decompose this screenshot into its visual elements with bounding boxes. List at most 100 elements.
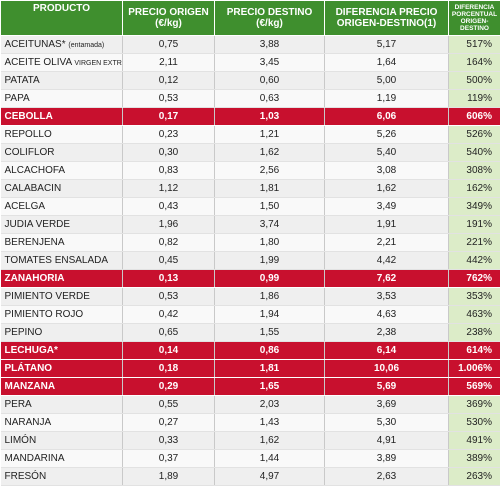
product-name-cell: COLIFLOR xyxy=(1,144,123,162)
product-name: REPOLLO xyxy=(5,129,52,140)
diferencia-porcentual-cell: 1.006% xyxy=(449,360,500,378)
precio-destino-cell: 1,81 xyxy=(215,360,325,378)
diferencia-porcentual-cell: 164% xyxy=(449,54,500,72)
precio-destino-cell: 1,03 xyxy=(215,108,325,126)
product-name-cell: CEBOLLA xyxy=(1,108,123,126)
product-name: COLIFLOR xyxy=(5,147,55,158)
product-name: JUDIA VERDE xyxy=(5,219,71,230)
diferencia-porcentual-cell: 606% xyxy=(449,108,500,126)
precio-destino-cell: 2,03 xyxy=(215,396,325,414)
precio-origen-cell: 0,30 xyxy=(123,144,215,162)
precio-origen-cell: 1,89 xyxy=(123,468,215,486)
product-name-cell: LECHUGA* xyxy=(1,342,123,360)
precio-origen-cell: 0,23 xyxy=(123,126,215,144)
diferencia-porcentual-cell: 540% xyxy=(449,144,500,162)
diferencia-porcentual-cell: 263% xyxy=(449,468,500,486)
product-name-cell: FRESÓN xyxy=(1,468,123,486)
product-name-cell: PEPINO xyxy=(1,324,123,342)
precio-origen-cell: 0,82 xyxy=(123,234,215,252)
precio-destino-cell: 3,45 xyxy=(215,54,325,72)
product-name: PLÁTANO xyxy=(5,363,53,374)
product-name-cell: PIMIENTO VERDE xyxy=(1,288,123,306)
diferencia-porcentual-cell: 119% xyxy=(449,90,500,108)
diferencia-porcentual-cell: 369% xyxy=(449,396,500,414)
diferencia-porcentual-cell: 569% xyxy=(449,378,500,396)
product-name: ALCACHOFA xyxy=(5,165,66,176)
header-precio-destino: PRECIO DESTINO (€/kg) xyxy=(215,1,325,36)
precio-destino-cell: 0,99 xyxy=(215,270,325,288)
header-diferencia-precio: DIFERENCIA PRECIO ORIGEN-DESTINO(1) xyxy=(325,1,449,36)
precio-destino-cell: 3,88 xyxy=(215,36,325,54)
product-name-cell: JUDIA VERDE xyxy=(1,216,123,234)
precio-destino-cell: 3,74 xyxy=(215,216,325,234)
diferencia-precio-cell: 2,63 xyxy=(325,468,449,486)
precio-destino-cell: 1,81 xyxy=(215,180,325,198)
diferencia-precio-cell: 10,06 xyxy=(325,360,449,378)
precio-destino-cell: 1,86 xyxy=(215,288,325,306)
diferencia-precio-cell: 4,63 xyxy=(325,306,449,324)
precio-origen-cell: 1,12 xyxy=(123,180,215,198)
table-row: ACEITE OLIVA VIRGEN EXTRA*2,113,451,6416… xyxy=(1,54,500,72)
product-name: CALABACIN xyxy=(5,183,62,194)
precio-destino-cell: 1,99 xyxy=(215,252,325,270)
product-name: LIMÓN xyxy=(5,435,37,446)
product-name: LECHUGA* xyxy=(5,345,58,356)
precio-destino-cell: 1,50 xyxy=(215,198,325,216)
product-name: PERA xyxy=(5,399,32,410)
precio-destino-cell: 0,86 xyxy=(215,342,325,360)
precio-destino-cell: 1,62 xyxy=(215,144,325,162)
diferencia-porcentual-cell: 349% xyxy=(449,198,500,216)
diferencia-precio-cell: 7,62 xyxy=(325,270,449,288)
precio-origen-cell: 0,55 xyxy=(123,396,215,414)
table-header-row: PRODUCTO PRECIO ORIGEN (€/kg) PRECIO DES… xyxy=(1,1,500,36)
product-name: PATATA xyxy=(5,75,40,86)
product-name: MANZANA xyxy=(5,381,56,392)
precio-destino-cell: 1,80 xyxy=(215,234,325,252)
diferencia-porcentual-cell: 353% xyxy=(449,288,500,306)
precio-destino-cell: 4,97 xyxy=(215,468,325,486)
header-diferencia-porcentual: DIFERENCIA PORCENTUAL ORIGEN-DESTINO xyxy=(449,1,500,36)
product-name-cell: PATATA xyxy=(1,72,123,90)
product-name-cell: MANZANA xyxy=(1,378,123,396)
precio-destino-cell: 1,44 xyxy=(215,450,325,468)
precio-destino-cell: 1,62 xyxy=(215,432,325,450)
diferencia-precio-cell: 3,69 xyxy=(325,396,449,414)
product-name-cell: TOMATES ENSALADA xyxy=(1,252,123,270)
precio-origen-cell: 0,75 xyxy=(123,36,215,54)
product-note: VIRGEN EXTRA* xyxy=(74,60,122,67)
precio-origen-cell: 0,43 xyxy=(123,198,215,216)
diferencia-precio-cell: 2,21 xyxy=(325,234,449,252)
product-name-cell: ALCACHOFA xyxy=(1,162,123,180)
diferencia-precio-cell: 3,53 xyxy=(325,288,449,306)
product-name: ACEITUNAS* xyxy=(5,39,66,50)
diferencia-precio-cell: 2,38 xyxy=(325,324,449,342)
diferencia-porcentual-cell: 500% xyxy=(449,72,500,90)
precio-destino-cell: 2,56 xyxy=(215,162,325,180)
diferencia-precio-cell: 5,00 xyxy=(325,72,449,90)
product-name: NARANJA xyxy=(5,417,52,428)
diferencia-porcentual-cell: 191% xyxy=(449,216,500,234)
diferencia-porcentual-cell: 491% xyxy=(449,432,500,450)
diferencia-porcentual-cell: 463% xyxy=(449,306,500,324)
precio-origen-cell: 1,96 xyxy=(123,216,215,234)
product-name: ACEITE OLIVA xyxy=(5,57,72,68)
